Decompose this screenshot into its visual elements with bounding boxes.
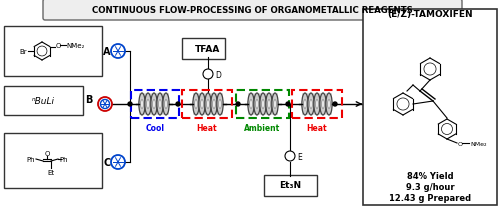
Text: (E/Z)-TAMOXIFEN: (E/Z)-TAMOXIFEN: [387, 10, 473, 19]
Ellipse shape: [140, 100, 143, 109]
Text: 12.43 g Prepared: 12.43 g Prepared: [389, 194, 471, 202]
Ellipse shape: [272, 94, 278, 115]
Circle shape: [98, 97, 112, 111]
Bar: [193, 94, 223, 115]
Ellipse shape: [310, 100, 312, 109]
Circle shape: [203, 70, 213, 80]
Circle shape: [128, 103, 132, 107]
Circle shape: [285, 151, 295, 161]
Text: 84% Yield: 84% Yield: [406, 172, 454, 181]
Ellipse shape: [316, 100, 318, 109]
Ellipse shape: [314, 94, 320, 115]
Text: D: D: [215, 70, 221, 79]
Ellipse shape: [163, 94, 169, 115]
FancyBboxPatch shape: [4, 26, 102, 76]
FancyBboxPatch shape: [363, 10, 497, 205]
Ellipse shape: [194, 100, 198, 109]
Text: CONTINUOUS FLOW-PROCESSING OF ORGANOMETALLIC REAGENTS: CONTINUOUS FLOW-PROCESSING OF ORGANOMETA…: [92, 6, 413, 15]
Text: B: B: [85, 95, 92, 104]
Ellipse shape: [262, 100, 264, 109]
Circle shape: [111, 45, 125, 59]
Ellipse shape: [248, 94, 254, 115]
Bar: [292, 91, 342, 118]
Ellipse shape: [320, 94, 326, 115]
Text: A: A: [103, 47, 110, 57]
Circle shape: [111, 155, 125, 169]
Ellipse shape: [328, 100, 330, 109]
Text: O: O: [458, 141, 463, 146]
Ellipse shape: [211, 94, 217, 115]
Text: Et: Et: [48, 169, 54, 175]
Ellipse shape: [145, 94, 151, 115]
Ellipse shape: [157, 94, 163, 115]
Ellipse shape: [193, 94, 199, 115]
Ellipse shape: [254, 94, 260, 115]
Ellipse shape: [308, 94, 314, 115]
Ellipse shape: [304, 100, 306, 109]
FancyBboxPatch shape: [43, 0, 462, 21]
Text: ⁿBuLi: ⁿBuLi: [32, 96, 54, 105]
Text: Heat: Heat: [196, 123, 218, 132]
Circle shape: [333, 103, 337, 107]
Text: Br: Br: [20, 49, 27, 55]
Text: Ph: Ph: [26, 156, 36, 162]
Ellipse shape: [326, 94, 332, 115]
Text: Cool: Cool: [146, 123, 165, 132]
Bar: [248, 94, 278, 115]
Ellipse shape: [151, 94, 157, 115]
Text: TFAA: TFAA: [196, 44, 220, 53]
Text: C: C: [103, 157, 110, 167]
Circle shape: [176, 103, 180, 107]
FancyBboxPatch shape: [4, 133, 102, 188]
Bar: [302, 94, 332, 115]
Text: NMe₂: NMe₂: [470, 141, 486, 146]
Ellipse shape: [212, 100, 216, 109]
Ellipse shape: [218, 100, 222, 109]
Ellipse shape: [205, 94, 211, 115]
Text: Et₃N: Et₃N: [279, 181, 301, 190]
Text: E: E: [297, 152, 302, 161]
Circle shape: [236, 103, 240, 107]
Text: Ph: Ph: [60, 156, 68, 162]
Ellipse shape: [206, 100, 210, 109]
Bar: [131, 91, 179, 118]
Text: Ambient: Ambient: [244, 123, 280, 132]
FancyBboxPatch shape: [4, 86, 82, 115]
Text: NMe₂: NMe₂: [67, 42, 85, 48]
Text: 9.3 g/hour: 9.3 g/hour: [406, 183, 454, 192]
Ellipse shape: [266, 94, 272, 115]
Ellipse shape: [260, 94, 266, 115]
Ellipse shape: [164, 100, 168, 109]
Ellipse shape: [302, 94, 308, 115]
Ellipse shape: [200, 100, 203, 109]
Ellipse shape: [158, 100, 162, 109]
FancyBboxPatch shape: [264, 175, 316, 195]
Ellipse shape: [139, 94, 145, 115]
Ellipse shape: [322, 100, 324, 109]
Bar: [139, 94, 169, 115]
Ellipse shape: [274, 100, 276, 109]
Ellipse shape: [217, 94, 223, 115]
Text: O: O: [44, 150, 50, 156]
Circle shape: [100, 100, 110, 109]
Text: Heat: Heat: [306, 123, 328, 132]
Circle shape: [286, 103, 290, 107]
FancyBboxPatch shape: [182, 38, 224, 59]
Ellipse shape: [146, 100, 150, 109]
Ellipse shape: [152, 100, 156, 109]
Ellipse shape: [199, 94, 205, 115]
Ellipse shape: [250, 100, 252, 109]
Bar: [236, 91, 289, 118]
Text: O: O: [56, 42, 61, 48]
Ellipse shape: [256, 100, 258, 109]
Bar: [182, 91, 232, 118]
Ellipse shape: [268, 100, 270, 109]
